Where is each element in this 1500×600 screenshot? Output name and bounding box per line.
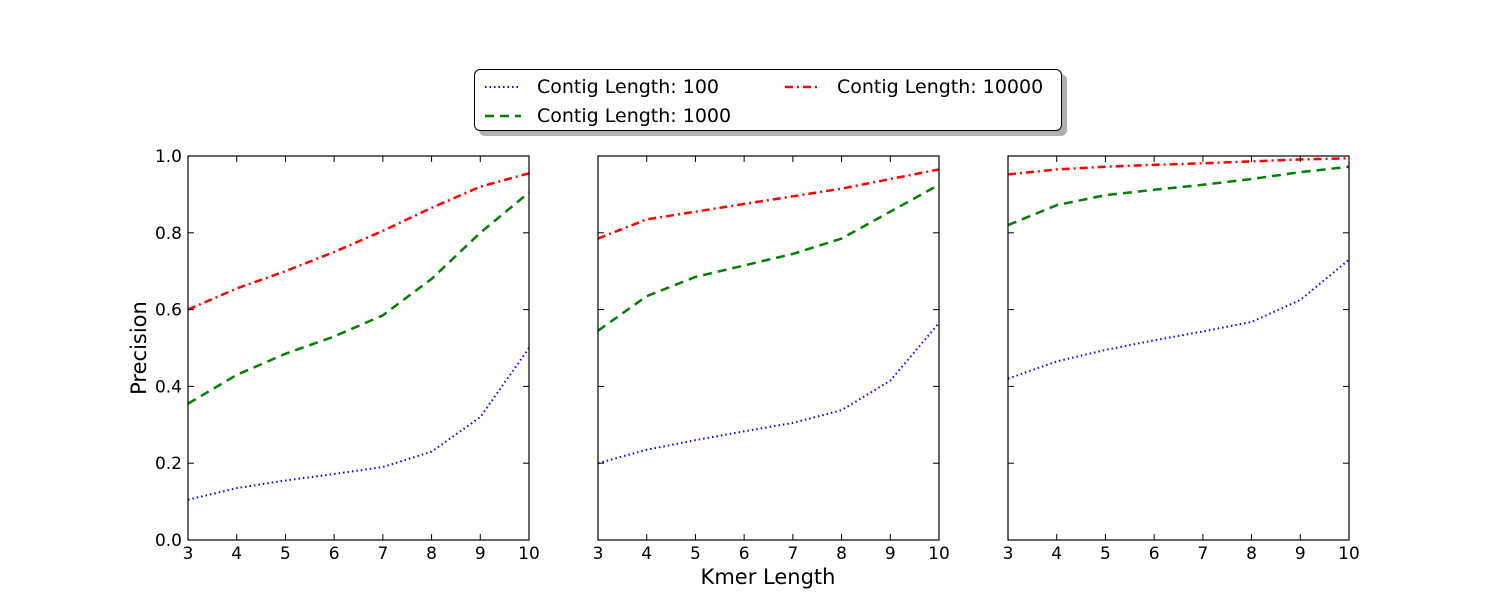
x-tick-label: 3 xyxy=(1003,544,1014,564)
series-line-1 xyxy=(1008,258,1349,380)
y-tick-label: 0.2 xyxy=(155,454,182,474)
x-tick-label: 4 xyxy=(641,544,652,564)
x-tick-label: 6 xyxy=(329,544,340,564)
series-line-3 xyxy=(188,172,529,311)
x-tick-label: 6 xyxy=(739,544,750,564)
x-tick-label: 4 xyxy=(231,544,242,564)
x-tick-label: 5 xyxy=(280,544,291,564)
x-tick-label: 10 xyxy=(518,544,540,564)
x-tick-label: 9 xyxy=(1295,544,1306,564)
plot-frame xyxy=(1007,155,1350,541)
x-tick-label: 6 xyxy=(1149,544,1160,564)
x-tick-label: 8 xyxy=(1246,544,1257,564)
x-tick-label: 7 xyxy=(1197,544,1208,564)
y-axis-label: Precision xyxy=(127,301,151,395)
x-tick-label: 4 xyxy=(1051,544,1062,564)
x-tick-label: 7 xyxy=(377,544,388,564)
y-tick-label: 0.0 xyxy=(155,531,182,551)
series-line-2 xyxy=(1008,165,1349,227)
legend-label: Contig Length: 1000 xyxy=(537,105,732,127)
series-line-2 xyxy=(598,183,939,332)
x-tick-label: 8 xyxy=(426,544,437,564)
legend-item-contig-10000: Contig Length: 10000 xyxy=(783,74,1043,100)
series-line-1 xyxy=(598,322,939,465)
legend-swatch-dotted xyxy=(485,86,521,88)
y-tick-label: 1.0 xyxy=(155,147,182,167)
chart-panel-2: 3 4 5 6 7 8 9 10 xyxy=(593,155,950,564)
plot-frame xyxy=(597,155,940,541)
x-tick-label: 10 xyxy=(928,544,950,564)
x-tick-label: 5 xyxy=(690,544,701,564)
y-tick-label: 0.6 xyxy=(155,301,182,321)
legend-label: Contig Length: 100 xyxy=(537,76,720,98)
legend-item-contig-100: Contig Length: 100 xyxy=(483,74,719,100)
x-tick-label: 9 xyxy=(885,544,896,564)
series-line-3 xyxy=(598,168,939,240)
x-tick-label: 5 xyxy=(1100,544,1111,564)
legend: Contig Length: 100 Contig Length: 1000 C… xyxy=(474,69,1062,131)
series-line-1 xyxy=(188,347,529,501)
x-tick-label: 7 xyxy=(787,544,798,564)
chart-panel-3: 3 4 5 6 7 8 9 10 xyxy=(1003,155,1360,564)
y-tick-label: 0.8 xyxy=(155,224,182,244)
x-tick-label: 3 xyxy=(593,544,604,564)
legend-label: Contig Length: 10000 xyxy=(837,76,1044,98)
y-tick-label: 0.4 xyxy=(155,377,182,397)
legend-item-contig-1000: Contig Length: 1000 xyxy=(483,103,731,129)
series-line-3 xyxy=(1008,157,1349,176)
x-tick-label: 9 xyxy=(475,544,486,564)
x-axis-label: Kmer Length xyxy=(701,565,836,589)
chart-panels: 3 4 5 6 7 8 9 10 0.0 0.2 0.4 0.6 0.8 1.0 3 4 5 6 7 8 9 10 3 4 5 6… xyxy=(155,147,1360,564)
x-tick-label: 8 xyxy=(836,544,847,564)
legend-swatch-dashed xyxy=(485,114,521,118)
x-tick-label: 3 xyxy=(183,544,194,564)
legend-swatch-dashdot xyxy=(785,85,821,89)
chart-panel-1: 3 4 5 6 7 8 9 10 0.0 0.2 0.4 0.6 0.8 1.0 xyxy=(155,147,540,564)
plot-frame xyxy=(187,155,530,541)
x-tick-label: 10 xyxy=(1338,544,1360,564)
series-line-2 xyxy=(188,191,529,405)
